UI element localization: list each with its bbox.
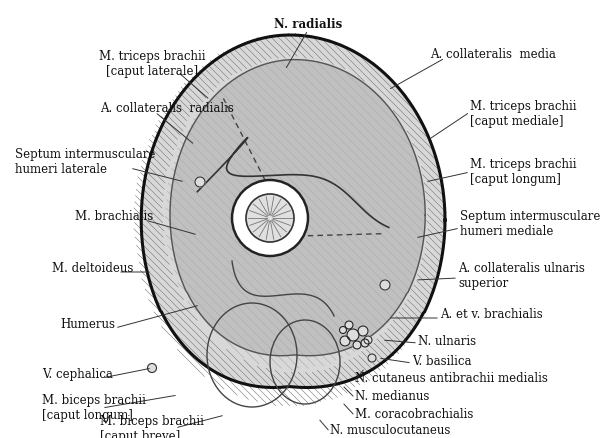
Text: N. cutaneus antibrachii medialis: N. cutaneus antibrachii medialis bbox=[355, 372, 548, 385]
Text: V. basilica: V. basilica bbox=[412, 355, 472, 368]
Text: M. coracobrachialis: M. coracobrachialis bbox=[355, 408, 473, 421]
Text: A. collateralis  media: A. collateralis media bbox=[430, 48, 556, 61]
Circle shape bbox=[340, 326, 347, 333]
Text: M. biceps brachii
[caput longum]: M. biceps brachii [caput longum] bbox=[42, 394, 146, 422]
Circle shape bbox=[232, 180, 308, 256]
Text: M. triceps brachii
[caput laterale]: M. triceps brachii [caput laterale] bbox=[99, 50, 205, 78]
Text: V. cephalica: V. cephalica bbox=[42, 368, 113, 381]
Text: Humerus: Humerus bbox=[60, 318, 115, 331]
Circle shape bbox=[148, 364, 157, 372]
Text: N. musculocutaneus: N. musculocutaneus bbox=[330, 424, 451, 437]
Circle shape bbox=[345, 321, 353, 329]
Text: N. ulnaris: N. ulnaris bbox=[418, 335, 476, 348]
Text: M. biceps brachii
[caput breve]: M. biceps brachii [caput breve] bbox=[100, 415, 204, 438]
Text: A. et v. brachialis: A. et v. brachialis bbox=[440, 308, 543, 321]
Circle shape bbox=[368, 354, 376, 362]
Text: Septum intermusculare
humeri mediale: Septum intermusculare humeri mediale bbox=[460, 210, 600, 238]
Circle shape bbox=[380, 280, 390, 290]
Circle shape bbox=[347, 329, 359, 341]
Circle shape bbox=[358, 326, 368, 336]
Circle shape bbox=[246, 194, 294, 242]
Circle shape bbox=[340, 336, 350, 346]
Text: N. radialis: N. radialis bbox=[274, 18, 342, 31]
Text: A. collateralis ulnaris
superior: A. collateralis ulnaris superior bbox=[458, 262, 585, 290]
Circle shape bbox=[195, 177, 205, 187]
Text: M. triceps brachii
[caput longum]: M. triceps brachii [caput longum] bbox=[470, 158, 577, 186]
Polygon shape bbox=[141, 35, 445, 388]
Text: M. triceps brachii
[caput mediale]: M. triceps brachii [caput mediale] bbox=[470, 100, 577, 128]
Text: A. collateralis  radialis: A. collateralis radialis bbox=[100, 102, 234, 115]
Circle shape bbox=[361, 339, 369, 347]
Text: M. brachialis: M. brachialis bbox=[75, 210, 153, 223]
Text: N. medianus: N. medianus bbox=[355, 390, 430, 403]
Circle shape bbox=[364, 336, 372, 344]
Text: Septum intermusculare
humeri laterale: Septum intermusculare humeri laterale bbox=[15, 148, 155, 176]
Circle shape bbox=[353, 341, 361, 349]
Polygon shape bbox=[170, 60, 425, 356]
Text: M. deltoideus: M. deltoideus bbox=[52, 262, 133, 275]
